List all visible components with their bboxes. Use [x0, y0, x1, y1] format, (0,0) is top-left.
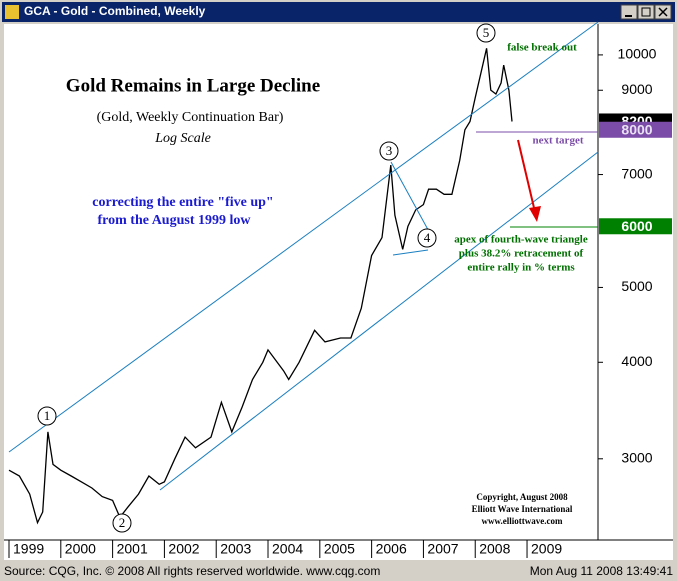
level-label: 8000	[621, 121, 652, 137]
wave-label: 5	[483, 25, 490, 40]
arrow	[517, 139, 536, 213]
y-tick-label: 3000	[621, 449, 652, 465]
x-tick-label: 2008	[479, 541, 510, 557]
level-box	[599, 218, 672, 235]
annotation: false break out	[507, 42, 577, 54]
y-tick-label: 10000	[618, 46, 657, 62]
wave-circle	[37, 406, 57, 426]
annotation: plus 38.2% retracement of	[459, 248, 584, 260]
level-box	[599, 121, 672, 138]
status-bar	[0, 561, 677, 581]
x-tick-label: 2006	[376, 541, 407, 557]
chart-area	[4, 24, 673, 560]
y-tick-label: 4000	[621, 353, 652, 369]
icon	[5, 5, 19, 19]
wave-label: 4	[424, 230, 431, 245]
annotation: apex of fourth-wave triangle	[454, 234, 588, 246]
wave-label: 3	[386, 143, 393, 158]
triangle-upper	[390, 161, 433, 238]
annotation: correcting the entire "five up"	[92, 195, 273, 210]
x-tick-label: 2003	[220, 541, 251, 557]
maximize-glyph	[641, 7, 651, 17]
y-tick-label: 5000	[621, 278, 652, 294]
channel-lower	[159, 151, 599, 491]
x-tick-label: 2004	[272, 541, 303, 557]
plot	[8, 48, 513, 525]
level-label: 6000	[621, 218, 652, 234]
subtitle: (Gold, Weekly Continuation Bar)	[97, 110, 284, 125]
price-line	[8, 48, 513, 525]
x-tick-label: 2001	[117, 541, 148, 557]
x-tick-label: 2000	[65, 541, 96, 557]
title-bar	[2, 2, 675, 22]
wave-circle	[417, 228, 437, 248]
maximize-button[interactable]	[637, 4, 655, 20]
y-tick-label: 7000	[621, 165, 652, 181]
copyright: Copyright, August 2008	[476, 492, 568, 502]
window-buttons[interactable]	[620, 4, 672, 20]
x-tick-label: 2009	[531, 541, 562, 557]
scale-note: Log Scale	[154, 131, 211, 146]
status-source: Source: CQG, Inc. © 2008 All rights rese…	[4, 564, 380, 578]
copyright: Elliott Wave International	[472, 504, 573, 514]
y-tick-label: 9000	[621, 81, 652, 97]
wave-circle	[379, 141, 399, 161]
annotation: from the August 1999 low	[98, 213, 252, 228]
wave-label: 2	[119, 515, 126, 530]
x-tick-label: 1999	[13, 541, 44, 557]
arrow-head	[529, 206, 541, 222]
wave-circle	[112, 513, 132, 533]
triangle-lower	[392, 249, 429, 256]
wave-labels: 1 2 3 4 5	[37, 23, 496, 533]
wave-label: 1	[44, 408, 51, 423]
x-tick-label: 2007	[427, 541, 458, 557]
channel-upper	[8, 21, 599, 453]
wave-circle	[476, 23, 496, 43]
window-title: GCA - Gold - Combined, Weekly	[24, 4, 206, 18]
copyright: www.elliottwave.com	[482, 516, 563, 526]
annotation: next target	[532, 135, 583, 147]
x-tick-label: 2005	[324, 541, 355, 557]
annotation: entire rally in % terms	[467, 262, 575, 274]
close-glyph	[658, 7, 668, 17]
status-datetime: Mon Aug 11 2008 13:49:41	[530, 564, 674, 578]
chart-title: Gold Remains in Large Decline	[66, 75, 320, 96]
x-tick-label: 2002	[168, 541, 199, 557]
